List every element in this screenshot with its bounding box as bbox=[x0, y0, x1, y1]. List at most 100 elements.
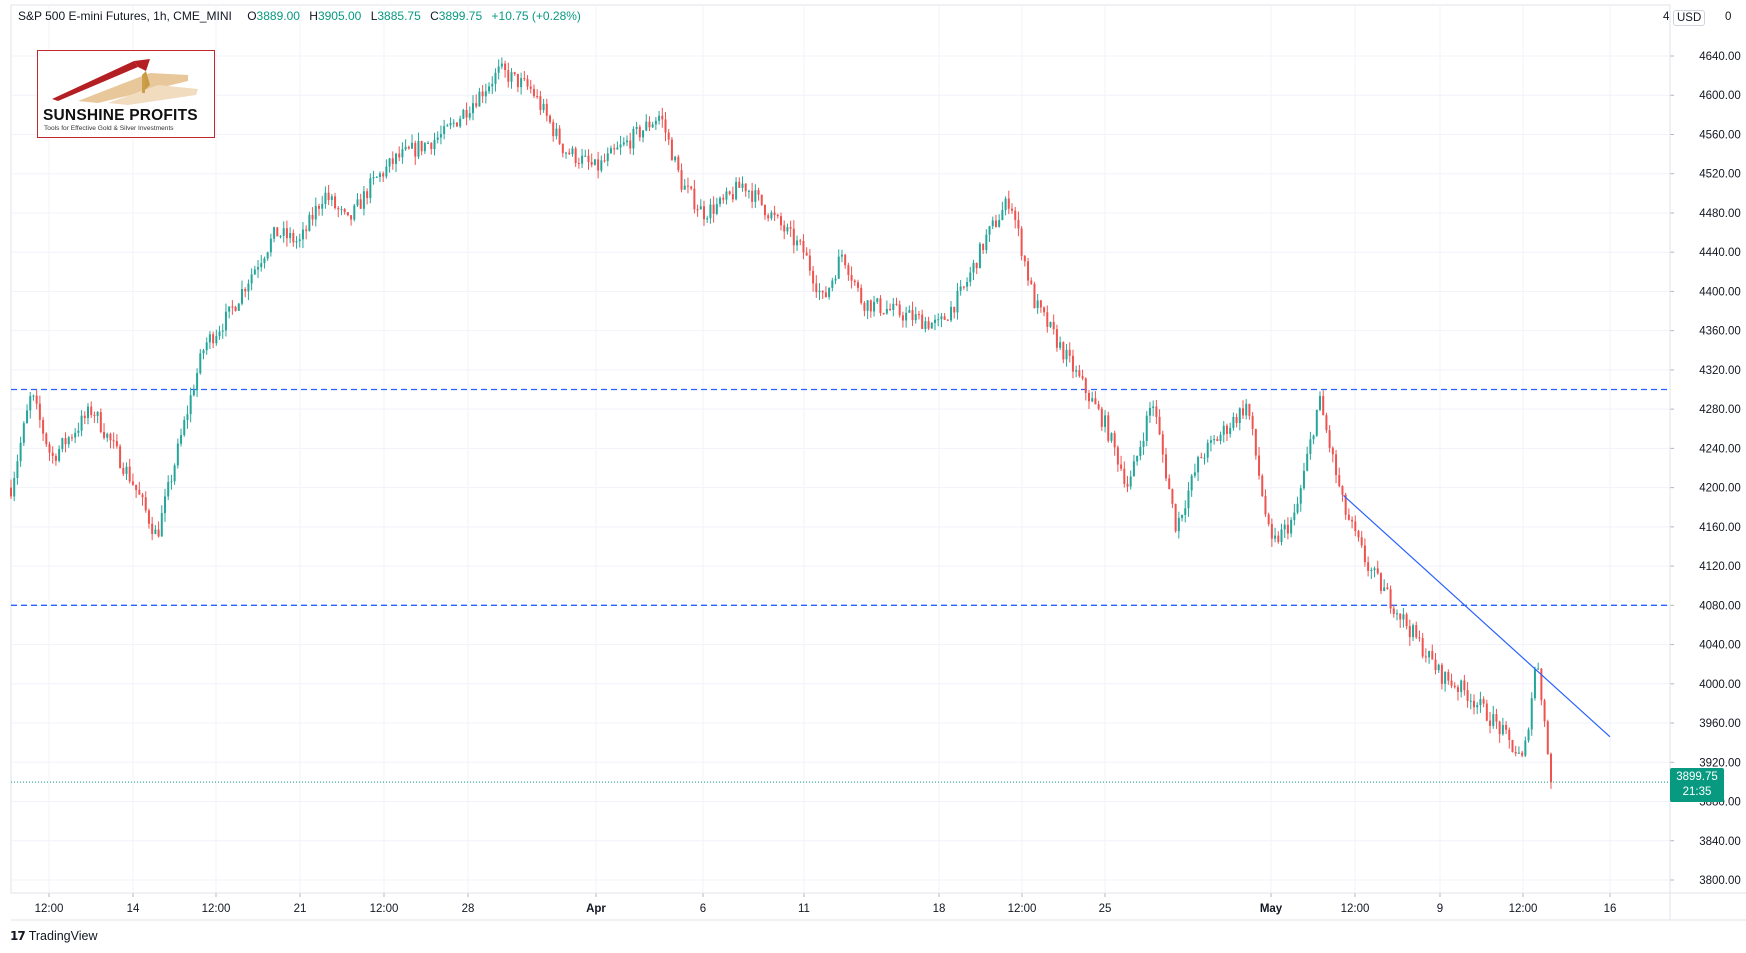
candle-body bbox=[1456, 687, 1459, 692]
candle-body bbox=[1142, 441, 1145, 447]
candle-body bbox=[577, 163, 580, 165]
symbol-title[interactable]: S&P 500 E-mini Futures, 1h, CME_MINI bbox=[18, 9, 232, 23]
candle-body bbox=[1511, 739, 1514, 752]
candle-body bbox=[824, 292, 827, 297]
plot-frame bbox=[10, 4, 1671, 894]
currency-button[interactable]: USD bbox=[1673, 10, 1706, 26]
candle-body bbox=[1017, 219, 1020, 229]
candle-body bbox=[417, 140, 420, 157]
candle-body bbox=[549, 115, 551, 123]
candle-body bbox=[840, 254, 843, 257]
tradingview-branding[interactable]: 17 TradingView bbox=[10, 929, 98, 943]
candle-body bbox=[1254, 429, 1257, 456]
candle-body bbox=[115, 440, 118, 447]
candle-body bbox=[112, 440, 115, 442]
candle-body bbox=[847, 265, 850, 275]
candle-body bbox=[340, 209, 343, 211]
candle-body bbox=[837, 256, 840, 279]
candle-body bbox=[1315, 409, 1318, 436]
high-label: H bbox=[309, 9, 318, 23]
candle-body bbox=[940, 316, 943, 320]
candle-body bbox=[1190, 475, 1193, 491]
candle-body bbox=[834, 278, 837, 281]
x-tick-label: 16 bbox=[1604, 903, 1617, 915]
candle-body bbox=[99, 412, 102, 432]
candle-body bbox=[792, 228, 795, 246]
candle-body bbox=[22, 423, 25, 443]
candle-body bbox=[969, 272, 972, 282]
candle-body bbox=[972, 262, 975, 273]
candle-body bbox=[1036, 300, 1039, 309]
candle-body bbox=[1296, 503, 1299, 513]
candle-body bbox=[1181, 514, 1184, 518]
candle-body bbox=[93, 414, 96, 416]
candle-body bbox=[773, 212, 776, 216]
candle-body bbox=[1107, 415, 1110, 441]
candle-body bbox=[1351, 519, 1354, 522]
candle-body bbox=[1055, 329, 1058, 348]
candle-body bbox=[703, 206, 705, 220]
candle-body bbox=[189, 395, 192, 415]
candle-body bbox=[539, 96, 542, 111]
candle-body bbox=[1027, 261, 1030, 281]
candle-body bbox=[536, 95, 539, 97]
candle-body bbox=[985, 234, 988, 251]
candle-body bbox=[1232, 416, 1235, 428]
candle-body bbox=[763, 204, 766, 216]
x-tick-label: 14 bbox=[127, 903, 140, 915]
candle-body bbox=[1466, 690, 1469, 701]
candle-body bbox=[1376, 568, 1379, 574]
candle-body bbox=[1251, 415, 1254, 430]
candle-body bbox=[693, 188, 696, 210]
candle-body bbox=[1421, 638, 1424, 657]
candle-body bbox=[305, 229, 308, 231]
candle-body bbox=[1290, 520, 1293, 534]
candle-body bbox=[892, 303, 895, 310]
candle-body bbox=[991, 220, 994, 227]
candle-body bbox=[459, 118, 462, 127]
candle-body bbox=[1412, 625, 1415, 638]
candle-body bbox=[449, 123, 452, 126]
candle-body bbox=[587, 155, 590, 163]
candle-body bbox=[311, 214, 314, 220]
candle-body bbox=[1508, 729, 1511, 740]
candle-body bbox=[414, 142, 417, 157]
candle-body bbox=[542, 103, 545, 111]
x-tick-label: 12:00 bbox=[35, 903, 64, 915]
candle-body bbox=[603, 160, 606, 162]
candle-body bbox=[510, 72, 513, 82]
candle-body bbox=[1399, 613, 1402, 620]
y-tick-label: 4520.00 bbox=[1699, 169, 1741, 181]
candle-body bbox=[844, 254, 847, 266]
candle-body bbox=[1360, 537, 1363, 546]
candle-body bbox=[119, 446, 122, 468]
candle-body bbox=[1197, 457, 1200, 473]
candle-body bbox=[401, 149, 404, 158]
candle-body bbox=[318, 205, 320, 209]
candle-body bbox=[224, 311, 227, 331]
candle-body bbox=[90, 406, 93, 415]
candle-body bbox=[488, 86, 491, 92]
candle-body bbox=[889, 309, 892, 311]
candle-body bbox=[282, 228, 285, 236]
candle-body bbox=[1039, 300, 1042, 308]
x-tick-label: 9 bbox=[1437, 903, 1443, 915]
candle-body bbox=[882, 313, 885, 315]
logo-tagline: Tools for Effective Gold & Silver Invest… bbox=[44, 125, 174, 132]
candle-body bbox=[523, 78, 526, 80]
candle-body bbox=[1184, 508, 1187, 515]
x-tick-label: 21 bbox=[294, 903, 307, 915]
candle-body bbox=[722, 197, 725, 200]
candle-body bbox=[260, 263, 263, 268]
candle-body bbox=[147, 510, 150, 524]
candle-body bbox=[334, 196, 337, 209]
candle-body bbox=[1453, 685, 1456, 688]
candle-body bbox=[1444, 671, 1447, 684]
candle-body bbox=[1046, 312, 1049, 327]
candle-body bbox=[1242, 408, 1244, 416]
candle-body bbox=[850, 274, 853, 281]
tradingview-label: TradingView bbox=[28, 929, 98, 943]
candle-body bbox=[1139, 446, 1142, 456]
candle-body bbox=[998, 220, 1001, 227]
